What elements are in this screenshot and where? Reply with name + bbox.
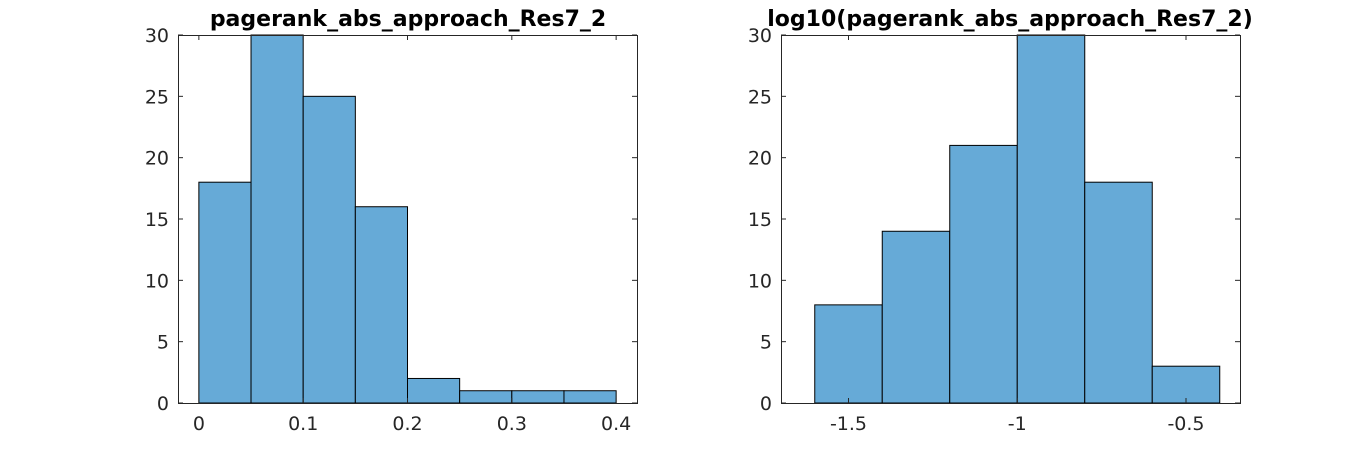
histogram-bar [198, 181, 252, 404]
histogram-panel-linear: pagerank_abs_approach_Res7_2 0 5 10 15 20 25 3… [145, 7, 638, 435]
x-tick-label: 0.4 [601, 413, 631, 435]
y-tick-label: 30 [748, 25, 772, 47]
histogram-bar [407, 377, 461, 404]
y-tick-label: 5 [760, 332, 772, 354]
y-tick-label: 15 [748, 209, 772, 231]
histogram-bar [881, 230, 951, 404]
y-tick-label: 15 [145, 209, 169, 231]
histogram-panel-log10: log10(pagerank_abs_approach_Res7_2) 0 5 10… [748, 7, 1253, 435]
y-tick-label: 25 [145, 86, 169, 108]
histogram-bar [511, 390, 565, 404]
y-tick-label: 10 [145, 270, 169, 292]
y-tick-label: 25 [748, 86, 772, 108]
histogram-bar [459, 390, 513, 404]
x-tick-label: 0.3 [497, 413, 527, 435]
histogram-bar [354, 206, 409, 404]
histogram-bar [1084, 181, 1153, 404]
y-tick-label: 20 [748, 148, 772, 170]
histogram-bar [949, 144, 1018, 404]
x-tick-label: 0.2 [392, 413, 422, 435]
x-tick-label: -1.5 [830, 413, 867, 435]
y-tick-label: 30 [145, 25, 169, 47]
histogram-bar [814, 304, 883, 404]
histogram-bar [302, 95, 356, 404]
histogram-bar [563, 390, 617, 404]
y-tick-label: 0 [157, 393, 169, 415]
y-tick-label: 0 [760, 393, 772, 415]
x-tick-label: -1 [1008, 413, 1027, 435]
y-tick-label: 5 [157, 332, 169, 354]
histogram-bar [1016, 34, 1086, 404]
y-tick-label: 10 [748, 270, 772, 292]
histogram-bar [1151, 365, 1221, 404]
histogram-bar [250, 34, 304, 404]
chart-title: log10(pagerank_abs_approach_Res7_2) [767, 7, 1253, 32]
y-tick-label: 20 [145, 148, 169, 170]
chart-title: pagerank_abs_approach_Res7_2 [210, 7, 606, 32]
x-tick-label: -0.5 [1167, 413, 1204, 435]
x-tick-label: 0 [193, 413, 205, 435]
x-tick-label: 0.1 [288, 413, 318, 435]
